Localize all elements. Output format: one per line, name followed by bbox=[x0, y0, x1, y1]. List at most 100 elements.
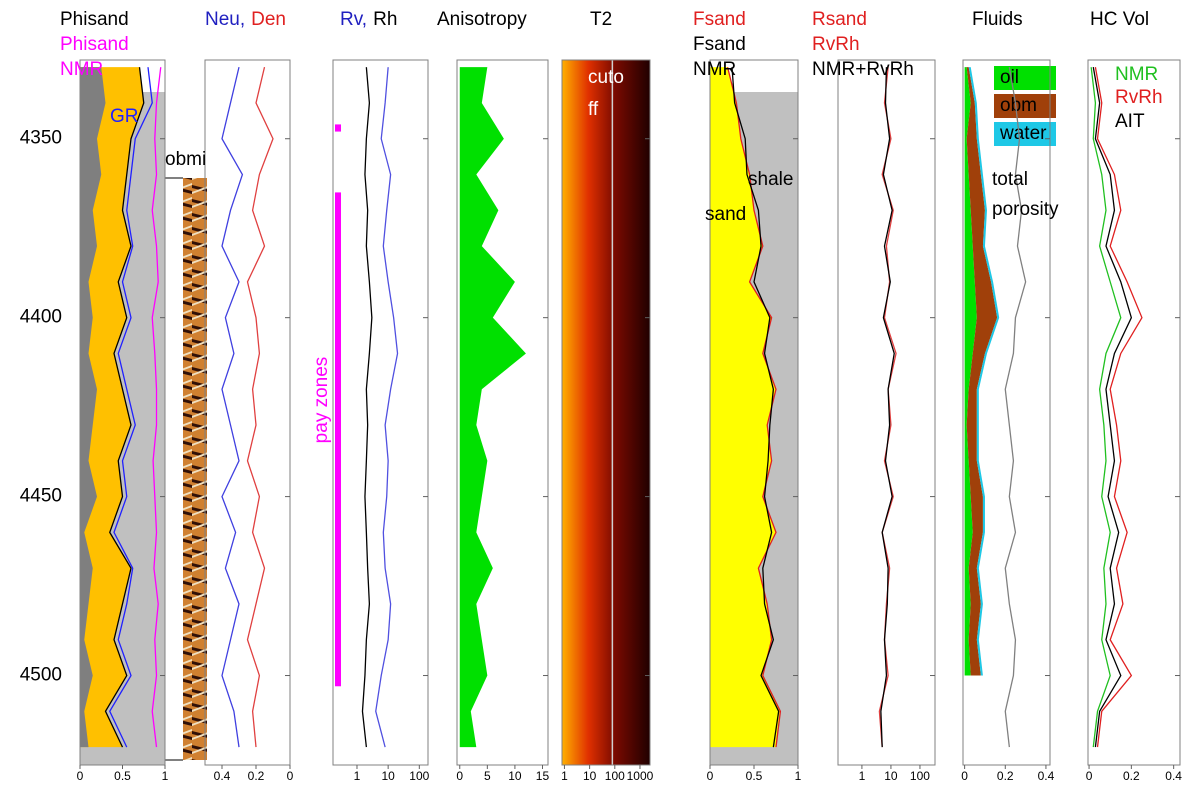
legend-label: NMR bbox=[1115, 64, 1158, 85]
title-part: HC Vol bbox=[1090, 9, 1149, 30]
title-part: Fsand bbox=[693, 9, 746, 30]
area bbox=[80, 67, 106, 748]
track-title: Rsand bbox=[812, 9, 867, 30]
track-title: RvRh bbox=[812, 34, 860, 55]
title-part: Rh bbox=[373, 9, 397, 30]
legend-swatch bbox=[994, 94, 1056, 118]
x-tick-label: 100 bbox=[910, 769, 930, 783]
title-part: Rv, bbox=[340, 9, 367, 30]
annotation: porosity bbox=[992, 199, 1059, 220]
x-tick-label: 0 bbox=[287, 769, 294, 783]
depth-label: 4500 bbox=[20, 665, 62, 686]
title-part: NMR bbox=[693, 59, 736, 80]
x-tick-label: 0 bbox=[77, 769, 84, 783]
depth-label: 4350 bbox=[20, 128, 62, 149]
x-tick-label: 1000 bbox=[627, 769, 654, 783]
legend-label: oil bbox=[1000, 67, 1019, 88]
x-tick-label: 0.5 bbox=[114, 769, 131, 783]
annotation: cuto bbox=[588, 67, 624, 88]
track-title: NMR bbox=[693, 59, 736, 80]
title-part: Den bbox=[251, 9, 286, 30]
x-tick-label: 1 bbox=[795, 769, 802, 783]
title-part: NMR bbox=[60, 59, 103, 80]
curve bbox=[1094, 67, 1143, 748]
x-tick-label: 10 bbox=[583, 769, 597, 783]
track-frame bbox=[1087, 59, 1181, 766]
x-tick-label: 0 bbox=[456, 769, 463, 783]
track-title: Phisand bbox=[60, 34, 129, 55]
obmi-image bbox=[183, 178, 207, 760]
legend-label: RvRh bbox=[1115, 87, 1163, 108]
curve bbox=[246, 67, 274, 748]
title-part: Fsand bbox=[693, 34, 746, 55]
area bbox=[966, 67, 998, 676]
area bbox=[964, 67, 977, 676]
depth-label: 4400 bbox=[20, 307, 62, 328]
track-frame bbox=[561, 59, 651, 766]
pay-zone bbox=[335, 124, 341, 132]
x-tick-label: 10 bbox=[884, 769, 898, 783]
annotation: total bbox=[992, 169, 1028, 190]
legend-label: obm bbox=[1000, 95, 1037, 116]
track-title: NMR bbox=[60, 59, 103, 80]
depth-label: 4450 bbox=[20, 486, 62, 507]
title-part: Phisand bbox=[60, 9, 129, 30]
x-tick-label: 15 bbox=[536, 769, 550, 783]
x-tick-label: 10 bbox=[381, 769, 395, 783]
curve bbox=[1004, 67, 1027, 748]
track-title: Phisand bbox=[60, 9, 129, 30]
title-part: Fluids bbox=[972, 9, 1023, 30]
x-tick-label: 1 bbox=[561, 769, 568, 783]
curve bbox=[151, 67, 162, 748]
x-tick-label: 0.4 bbox=[214, 769, 231, 783]
track-title: T2 bbox=[590, 9, 612, 30]
curve bbox=[361, 67, 373, 748]
track-title: Fluids bbox=[972, 9, 1023, 30]
track-frame bbox=[962, 59, 1051, 766]
annotation: shale bbox=[748, 169, 793, 190]
annotation: ff bbox=[588, 99, 599, 120]
x-tick-label: 1 bbox=[162, 769, 169, 783]
x-tick-label: 0.2 bbox=[248, 769, 265, 783]
x-tick-label: 0.4 bbox=[1038, 769, 1055, 783]
heatmap bbox=[562, 60, 650, 765]
annotation: GR bbox=[110, 106, 139, 127]
curve bbox=[221, 67, 244, 748]
legend-swatch bbox=[994, 122, 1056, 146]
curve bbox=[1090, 67, 1122, 748]
x-tick-label: 0.2 bbox=[997, 769, 1014, 783]
title-part: Anisotropy bbox=[437, 9, 527, 30]
curve bbox=[880, 67, 895, 748]
decoration bbox=[165, 177, 207, 761]
x-tick-label: 0 bbox=[961, 769, 968, 783]
title-part: Neu, bbox=[205, 9, 245, 30]
x-tick-label: 0 bbox=[1086, 769, 1093, 783]
annotation: sand bbox=[705, 204, 746, 225]
curve bbox=[1092, 67, 1133, 748]
x-tick-label: 100 bbox=[605, 769, 625, 783]
x-tick-label: 0 bbox=[707, 769, 714, 783]
track-title: HC Vol bbox=[1090, 9, 1149, 30]
title-part: NMR+RvRh bbox=[812, 59, 914, 80]
area bbox=[459, 67, 526, 748]
legend-label: water bbox=[999, 123, 1047, 144]
track-title: Rv, Rh bbox=[340, 9, 397, 30]
track-title: Fsand bbox=[693, 34, 746, 55]
legend-label: AIT bbox=[1115, 111, 1145, 132]
curve bbox=[731, 67, 780, 748]
curve bbox=[375, 67, 399, 748]
track-title: Neu, Den bbox=[205, 9, 286, 30]
title-part: Phisand bbox=[60, 34, 129, 55]
x-tick-label: 100 bbox=[409, 769, 429, 783]
curve bbox=[104, 67, 145, 748]
track-frame bbox=[204, 59, 291, 766]
legend-swatch bbox=[994, 66, 1056, 90]
track-title: NMR+RvRh bbox=[812, 59, 914, 80]
track-frame bbox=[837, 59, 936, 766]
x-tick-label: 5 bbox=[484, 769, 491, 783]
x-tick-label: 1 bbox=[859, 769, 866, 783]
area bbox=[968, 67, 1000, 676]
title-part: Rsand bbox=[812, 9, 867, 30]
track-frame bbox=[332, 59, 429, 766]
area bbox=[710, 67, 781, 748]
